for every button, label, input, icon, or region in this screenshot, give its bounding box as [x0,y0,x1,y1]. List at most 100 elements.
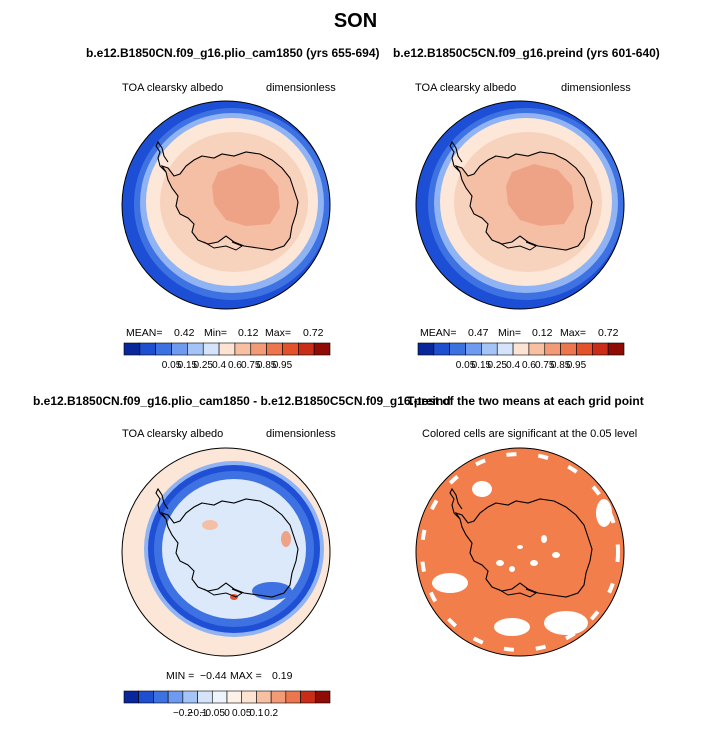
map-content [416,448,624,656]
panel4-title: T-test of the two means at each grid poi… [407,394,644,408]
map-boundary [121,100,331,310]
antarctica-coastline [160,498,299,598]
panel1-field-label: TOA clearsky albedo [122,82,224,94]
colorbar-bin [592,342,609,356]
colorbar-bin [226,690,243,704]
antarctica-coastline [454,498,593,598]
panel1-min-label: Min= [204,327,228,339]
colorbar-tick-label: 0.75 [241,360,261,371]
panel1-max-label: Max= [265,327,291,339]
colorbar-tick-label: 0.25 [193,360,213,371]
colorbar-bin [544,342,561,356]
antarctic-peninsula-outline [155,487,169,520]
colorbar-tick-label: 0.05 [232,708,252,719]
panel3-units-label: dimensionless [266,428,336,440]
map-content [122,101,330,309]
panel2-field-label: TOA clearsky albedo [415,82,517,94]
colorbar-tick-label: −0.05 [200,708,226,719]
ice-shelf-outline [497,588,538,598]
colorbar-tick-label: 0.2 [264,708,278,719]
panel1-units-label: dimensionless [266,82,336,94]
colorbar-bin [313,342,331,356]
colorbar-tick-label: 0.6 [522,360,536,371]
colorbar-bin [211,690,228,704]
colorbar-bin [234,342,252,356]
map-content [122,448,330,656]
colorbar-bin [528,342,546,356]
colorbar-bin [202,342,220,356]
panel3-field-label: TOA clearsky albedo [122,428,224,440]
colorbar-tick-label: 0.6 [228,360,242,371]
insignificant-cells [496,560,504,566]
figure-title: SON [333,10,378,32]
map-boundary [121,447,331,657]
panel2-mean-value: 0.47 [468,327,489,339]
insignificant-ring [420,452,620,652]
ice-plateau-field [212,164,280,226]
colorbar-bin [285,690,301,704]
colorbar-tick-label: −0.1 [188,708,208,719]
panel1-colorbar: 0.050.150.25 0.4 0.6 0.750.850.95 [123,342,331,371]
colorbar-bin [250,342,267,356]
colorbar-tick-label: 0.25 [487,360,507,371]
colorbar-tick-label: 0.1 [249,708,263,719]
antarctic-peninsula-outline [449,140,463,173]
colorbar-tick-label: 0.15 [472,360,492,371]
colorbar-bin [218,342,236,356]
insignificant-cells [472,481,492,497]
insignificant-cells [509,566,515,572]
panel1-min-value: 0.12 [238,327,259,339]
colorbar-bin [182,690,198,704]
ice-shelf-outline [203,241,244,251]
diff-positive-patch [281,531,291,547]
insignificant-cells [596,499,612,527]
colorbar-bin [167,690,184,704]
panel2-polar-map [415,100,625,310]
colorbar-bin [123,690,140,704]
colorbar-bin [576,342,593,356]
colorbar-bin [512,342,530,356]
map-boundary [415,447,625,657]
colorbar-tick-label: 0.95 [273,360,293,371]
colorbar-tick-label: 0.85 [551,360,571,371]
insignificant-cells [552,552,560,558]
insignificant-cells [432,573,468,593]
colorbar-bin [138,690,154,704]
colorbar-tick-label: 0.05 [456,360,476,371]
panel2-max-label: Max= [560,327,586,339]
panel3-max-label: MAX = [230,670,262,682]
map-content [416,101,624,309]
colorbar-tick-label: 0.15 [178,360,198,371]
colorbar-tick-label: 0.4 [212,360,226,371]
antarctic-peninsula-outline [449,487,463,520]
diff-positive-patch [202,520,218,530]
panel3-max-value: 0.19 [272,670,293,682]
colorbar-bin [433,342,450,356]
ice-plateau-field [506,164,574,226]
colorbar-bin [256,690,272,704]
antarctica-coastline [454,151,593,251]
colorbar-tick-label: 0.4 [506,360,520,371]
colorbar-bin [123,342,141,356]
panel1-polar-map [121,100,331,310]
panel2-min-label: Min= [498,327,522,339]
colorbar-bin [417,342,435,356]
colorbar-tick-label: 0 [224,708,230,719]
colorbar-tick-label: −0.2 [173,708,193,719]
colorbar-bin [155,342,172,356]
panel2-mean-label: MEAN= [420,327,457,339]
colorbar-bin [560,342,577,356]
antarctic-peninsula-outline [155,140,169,173]
panel1-mean-value: 0.42 [174,327,195,339]
panel2-title: b.e12.B1850C5CN.f09_g16.preind (yrs 601-… [393,46,660,60]
colorbar-tick-label: 0.75 [535,360,555,371]
panel1-mean-label: MEAN= [126,327,163,339]
panel4-polar-map [415,447,625,657]
panel3-min-label: MIN = [166,670,195,682]
insignificant-cells [544,611,588,635]
colorbar-bin [496,342,514,356]
colorbar-bin [241,690,257,704]
colorbar-bin [153,690,169,704]
colorbar-bin [270,690,287,704]
insignificant-cells [541,535,547,543]
